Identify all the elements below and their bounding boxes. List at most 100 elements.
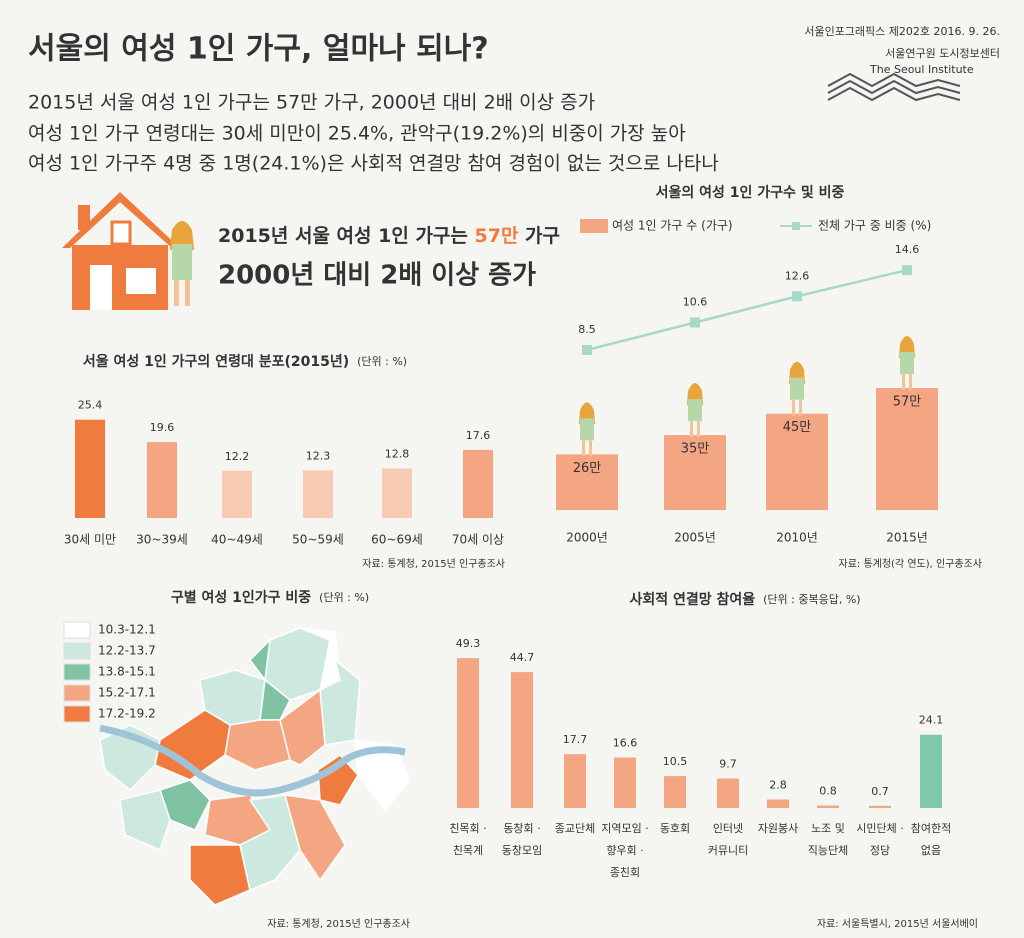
bar xyxy=(564,754,586,808)
legend-label: 13.8-15.1 xyxy=(98,665,156,679)
bar xyxy=(147,442,177,518)
org: 서울연구원 도시정보센터 xyxy=(885,47,1000,60)
x-tick-label: 2010년 xyxy=(776,531,818,545)
figure-icon xyxy=(792,399,795,416)
figure-icon xyxy=(582,440,585,457)
bar xyxy=(717,778,739,808)
district xyxy=(119,789,171,852)
x-tick-label: 종교단체 xyxy=(554,822,596,835)
value-label: 12.6 xyxy=(785,269,810,282)
point xyxy=(792,291,802,302)
legend-label: 15.2-17.1 xyxy=(98,686,156,700)
x-tick-label: 40~49세 xyxy=(211,533,263,547)
x-tick-label: 친목회 · 친목계 xyxy=(449,822,487,857)
value-label: 26만 xyxy=(573,461,602,476)
hero-text: 2015년 서울 여성 1인 가구는 xyxy=(218,225,475,247)
legend-label: 12.2-13.7 xyxy=(98,644,156,658)
map xyxy=(99,627,411,906)
value-label: 12.3 xyxy=(306,449,331,462)
source: 자료: 서울특별시, 2015년 서울서베이 xyxy=(817,918,978,930)
x-tick-label: 참여한적 없음 xyxy=(910,822,952,857)
unit: (단위 : %) xyxy=(357,355,407,368)
bar xyxy=(920,734,942,808)
title-text: 구별 여성 1인가구 비중 xyxy=(171,589,311,606)
title: 서울의 여성 1인 가구, 얼마나 되나? xyxy=(28,32,489,67)
value-label: 44.7 xyxy=(510,651,535,664)
value-label: 16.6 xyxy=(613,737,638,750)
figure-icon xyxy=(799,399,802,416)
river xyxy=(99,724,406,797)
point xyxy=(582,345,592,355)
bar xyxy=(556,454,618,510)
legend-swatch xyxy=(63,684,91,702)
unit: (단위 : 중복응답, %) xyxy=(763,593,860,606)
bar xyxy=(869,805,891,808)
value-label: 35만 xyxy=(681,442,710,457)
figure-icon xyxy=(589,440,592,457)
legend-swatch xyxy=(63,642,91,660)
chart-title: 서울 여성 1인 가구의 연령대 분포(2015년) (단위 : %) xyxy=(83,353,407,370)
line xyxy=(586,268,908,352)
district xyxy=(249,637,291,721)
value-label: 17.7 xyxy=(563,733,588,746)
figure-icon xyxy=(690,421,693,438)
hero-line2: 2000년 대비 2배 이상 증가 xyxy=(218,261,536,291)
issue: 서울인포그래픽스 제202호 2016. 9. 26. xyxy=(804,25,1000,38)
x-tick-label: 60~69세 xyxy=(371,533,423,547)
bar xyxy=(457,658,479,808)
summary: 여성 1인 가구주 4명 중 1명(24.1%)은 사회적 연결망 참여 경험이… xyxy=(28,153,719,175)
hero-number: 57만 xyxy=(475,225,519,247)
x-tick-label: 동창회 · 동창모임 xyxy=(501,822,543,857)
x-tick-label: 30세 미만 xyxy=(64,533,116,547)
house-icon xyxy=(62,192,180,310)
value-label: 8.5 xyxy=(578,323,596,336)
org-en: The Seoul Institute xyxy=(869,63,974,76)
value-label: 0.8 xyxy=(819,785,837,798)
summary: 2015년 서울 여성 1인 가구는 57만 가구, 2000년 대비 2배 이… xyxy=(28,92,595,114)
legend-swatch xyxy=(63,663,91,681)
summary: 여성 1인 가구 연령대는 30세 미만이 25.4%, 관악구(19.2%)의… xyxy=(28,123,686,145)
x-tick-label: 지역모임 · 향우회 · 종친회 xyxy=(601,822,649,879)
value-label: 45만 xyxy=(783,420,812,435)
title-text: 사회적 연결망 참여율 xyxy=(629,591,755,608)
figure-icon xyxy=(580,418,594,441)
value-label: 0.7 xyxy=(871,785,889,798)
x-tick-label: 인터넷 커뮤니티 xyxy=(707,822,749,857)
value-label: 12.8 xyxy=(385,447,410,460)
value-label: 10.6 xyxy=(683,295,708,308)
value-label: 19.6 xyxy=(150,421,175,434)
legend-marker xyxy=(580,219,608,233)
figure-icon xyxy=(909,374,912,391)
source: 자료: 통계청(각 연도), 인구총조사 xyxy=(839,558,983,570)
x-tick-label: 70세 이상 xyxy=(452,533,504,547)
legend-swatch xyxy=(63,621,91,639)
chart-title: 사회적 연결망 참여율 (단위 : 중복응답, %) xyxy=(629,591,860,608)
chart-title: 구별 여성 1인가구 비중 (단위 : %) xyxy=(171,589,369,606)
bar xyxy=(876,388,938,510)
legend-label: 10.3-12.1 xyxy=(98,623,156,637)
title-text: 서울 여성 1인 가구의 연령대 분포(2015년) xyxy=(83,353,349,370)
bar xyxy=(222,470,252,518)
bar xyxy=(817,805,839,808)
bar xyxy=(664,776,686,808)
legend-marker xyxy=(792,222,800,230)
value-label: 14.6 xyxy=(895,243,920,256)
bar xyxy=(664,435,726,510)
x-tick-label: 50~59세 xyxy=(292,533,344,547)
value-label: 12.2 xyxy=(225,450,250,463)
district xyxy=(354,739,411,812)
bar xyxy=(382,468,412,518)
value-label: 25.4 xyxy=(78,399,103,412)
x-tick-label: 시민단체 · 정당 xyxy=(856,822,904,857)
district xyxy=(279,688,326,766)
x-tick-label: 2005년 xyxy=(674,531,716,545)
value-label: 24.1 xyxy=(919,714,944,727)
legend-swatch xyxy=(63,705,91,723)
bar xyxy=(463,449,493,518)
hero-line1: 2015년 서울 여성 1인 가구는 57만 가구 xyxy=(218,225,560,247)
x-tick-label: 2015년 xyxy=(886,531,928,545)
figure-icon xyxy=(697,421,700,438)
source: 자료: 통계청, 2015년 인구총조사 xyxy=(362,558,505,570)
unit: (단위 : %) xyxy=(319,591,369,604)
